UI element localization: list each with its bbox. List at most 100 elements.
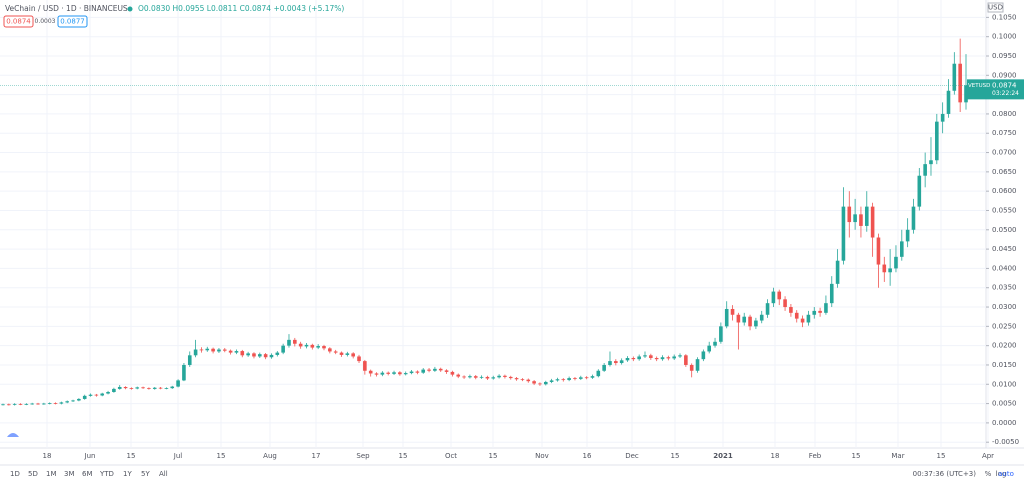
y-tick-label: 0.0450 bbox=[992, 245, 1017, 253]
candle-body bbox=[234, 351, 239, 353]
candle-body bbox=[643, 355, 647, 357]
x-tick-label: 15 bbox=[937, 452, 946, 460]
candle-body bbox=[211, 348, 215, 352]
clock: 00:37:36 (UTC+3) bbox=[913, 470, 977, 478]
candle-body bbox=[228, 350, 233, 353]
candle-body bbox=[135, 387, 140, 389]
y-tick-label: 0.0700 bbox=[992, 149, 1017, 157]
candle-body bbox=[637, 356, 641, 360]
candle-body bbox=[864, 206, 869, 226]
candle-body bbox=[304, 344, 309, 347]
scale-button[interactable]: auto bbox=[998, 470, 1014, 478]
spread: 0.0003 bbox=[35, 18, 56, 25]
range-button[interactable]: 1D bbox=[10, 470, 20, 478]
candle-body bbox=[1, 404, 5, 406]
candle-body bbox=[806, 314, 811, 323]
range-button[interactable]: YTD bbox=[99, 470, 114, 478]
candle-body bbox=[596, 370, 601, 377]
candle-body bbox=[182, 364, 186, 381]
y-tick-label: 0.0150 bbox=[992, 361, 1017, 369]
range-button[interactable]: 5Y bbox=[141, 470, 150, 478]
candle-body bbox=[684, 355, 688, 365]
candle-body bbox=[800, 318, 805, 323]
candle-body bbox=[538, 383, 542, 385]
currency-box[interactable] bbox=[987, 2, 1004, 13]
candle-body bbox=[468, 376, 472, 378]
candle-body bbox=[625, 358, 630, 361]
candle-body bbox=[841, 206, 846, 261]
candle-body bbox=[935, 121, 939, 161]
price-axis: -0.0050 0.0000 0.0050 0.0100 0.0150 0.0200 0.0… bbox=[986, 13, 1019, 446]
candle-body bbox=[777, 291, 782, 300]
price-tag-countdown: 03:22:24 bbox=[992, 90, 1019, 97]
candle-body bbox=[590, 376, 595, 378]
candle-body bbox=[917, 175, 922, 207]
candle-body bbox=[438, 368, 443, 371]
price-tag bbox=[967, 79, 1024, 100]
x-tick-label: 15 bbox=[852, 452, 861, 460]
candle-body bbox=[503, 375, 507, 377]
range-button[interactable]: 1M bbox=[46, 470, 57, 478]
candle-body bbox=[158, 387, 163, 389]
candle-body bbox=[485, 376, 490, 379]
candle-body bbox=[847, 206, 852, 223]
range-button[interactable]: 1Y bbox=[123, 470, 132, 478]
candle-body bbox=[287, 339, 291, 346]
range-button[interactable]: All bbox=[159, 470, 168, 478]
candle-body bbox=[65, 401, 69, 403]
candle-body bbox=[923, 164, 927, 176]
candle-body bbox=[678, 355, 682, 357]
x-tick-label: 15 bbox=[399, 452, 408, 460]
sell-box[interactable] bbox=[3, 15, 34, 28]
candle-body bbox=[695, 359, 700, 371]
x-tick-label: 15 bbox=[489, 452, 498, 460]
range-button[interactable]: 5D bbox=[28, 470, 38, 478]
candle-body bbox=[520, 379, 525, 381]
x-tick-label: Aug bbox=[263, 452, 277, 460]
candle-body bbox=[217, 349, 221, 352]
candle-body bbox=[368, 370, 373, 374]
candle-body bbox=[602, 364, 606, 371]
x-tick-label: 16 bbox=[583, 452, 592, 460]
candle-body bbox=[415, 371, 420, 373]
candle-body bbox=[543, 381, 548, 385]
range-button[interactable]: 6M bbox=[82, 470, 93, 478]
candle-body bbox=[100, 393, 105, 396]
sell-price[interactable]: 0.0874 bbox=[6, 18, 31, 26]
candle-body bbox=[421, 369, 426, 373]
candle-body bbox=[275, 352, 280, 355]
x-tick-label: 2021 bbox=[713, 452, 733, 460]
y-tick-label: 0.0800 bbox=[992, 110, 1017, 118]
candle-body bbox=[759, 314, 764, 321]
candle-body bbox=[333, 351, 338, 353]
candle-body bbox=[456, 374, 461, 377]
currency[interactable]: USD bbox=[988, 4, 1003, 12]
scale-button[interactable]: log bbox=[996, 470, 1007, 478]
range-button[interactable]: 3M bbox=[64, 470, 75, 478]
candle-body bbox=[363, 361, 367, 371]
buy-box[interactable] bbox=[57, 15, 88, 28]
buy-price[interactable]: 0.0877 bbox=[60, 18, 85, 26]
status-dot bbox=[127, 6, 133, 12]
candle-body bbox=[24, 403, 29, 405]
candle-body bbox=[462, 376, 466, 378]
x-tick-label: 18 bbox=[771, 452, 780, 460]
candle-body bbox=[187, 355, 192, 365]
scale-button[interactable]: % bbox=[985, 470, 992, 478]
candle-body bbox=[754, 320, 758, 327]
candle-body bbox=[654, 358, 659, 360]
candle-body bbox=[818, 310, 822, 313]
candle-body bbox=[900, 241, 904, 257]
candle-body bbox=[491, 377, 496, 379]
candle-body bbox=[789, 307, 793, 313]
candle-body bbox=[246, 353, 250, 356]
candle-body bbox=[351, 353, 355, 357]
y-tick-label: 0.0400 bbox=[992, 264, 1017, 272]
x-tick-label: Dec bbox=[625, 452, 639, 460]
x-tick-label: 17 bbox=[312, 452, 321, 460]
candle-body bbox=[7, 404, 11, 406]
candle-body bbox=[147, 388, 151, 389]
candle-body bbox=[672, 356, 676, 359]
